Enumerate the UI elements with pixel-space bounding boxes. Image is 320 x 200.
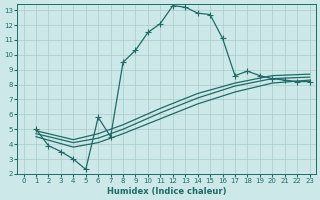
X-axis label: Humidex (Indice chaleur): Humidex (Indice chaleur)	[107, 187, 226, 196]
